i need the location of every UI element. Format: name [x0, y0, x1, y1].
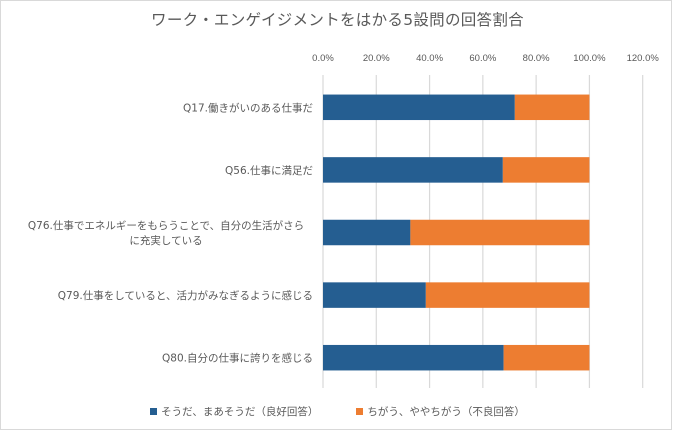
chart-title: ワーク・エンゲイジメントをはかる5設問の回答割合: [151, 11, 524, 29]
category-label-0: Q17.働きがいのある仕事だ: [183, 101, 313, 114]
bars: [323, 94, 590, 371]
bar-good-q0: [323, 94, 515, 121]
bar-bad-q1: [502, 157, 590, 183]
x-tick-label-120: 120.0%: [627, 53, 660, 64]
legend-label-bad: ちがう、ややちがう（不良回答）: [367, 406, 525, 418]
legend-item-good: そうだ、まあそうだ（良好回答）: [150, 404, 318, 419]
category-label-2: Q76.仕事でエネルギーをもらうことで、自分の生活がさらに充実している: [28, 219, 304, 247]
x-tick-label-0: 0.0%: [312, 53, 334, 64]
category-label-1: Q56.仕事に満足だ: [225, 164, 313, 177]
x-tick-label-100: 100.0%: [573, 53, 606, 64]
category-label-3: Q79.仕事をしていると、活力がみなぎるように感じる: [58, 289, 313, 302]
x-axis-tick-labels: 0.0% 20.0% 40.0% 60.0% 80.0% 100.0% 120.0%: [312, 53, 659, 64]
bar-good-q4: [323, 344, 504, 371]
x-tick-label-80: 80.0%: [523, 53, 550, 64]
category-label-4: Q80.自分の仕事に誇りを感じる: [162, 352, 313, 365]
x-tick-label-40: 40.0%: [416, 53, 443, 64]
category-label-line: Q80.自分の仕事に誇りを感じる: [162, 352, 313, 365]
bar-bad-q2: [410, 219, 590, 246]
x-tick-label-20: 20.0%: [363, 53, 390, 64]
category-label-line: に充実している: [129, 234, 202, 247]
bar-good-q3: [323, 282, 426, 308]
category-label-line: Q56.仕事に満足だ: [225, 164, 313, 177]
x-tick-label-60: 60.0%: [469, 53, 496, 64]
category-labels: Q17.働きがいのある仕事だ Q56.仕事に満足だ Q76.仕事でエネルギーをもらう…: [28, 101, 313, 364]
legend: そうだ、まあそうだ（良好回答） ちがう、ややちがう（不良回答）: [0, 404, 675, 419]
bar-bad-q0: [514, 94, 590, 121]
legend-item-bad: ちがう、ややちがう（不良回答）: [356, 404, 525, 419]
bar-bad-q3: [425, 282, 590, 308]
legend-swatch-good: [150, 408, 158, 415]
bar-good-q2: [323, 219, 411, 246]
bar-bad-q4: [503, 344, 590, 371]
category-label-line: Q76.仕事でエネルギーをもらうことで、自分の生活がさら: [28, 219, 304, 232]
category-label-line: Q79.仕事をしていると、活力がみなぎるように感じる: [58, 289, 313, 302]
legend-swatch-bad: [356, 408, 364, 415]
bar-good-q1: [323, 157, 503, 183]
legend-label-good: そうだ、まあそうだ（良好回答）: [161, 406, 319, 418]
category-label-line: Q17.働きがいのある仕事だ: [183, 101, 313, 114]
